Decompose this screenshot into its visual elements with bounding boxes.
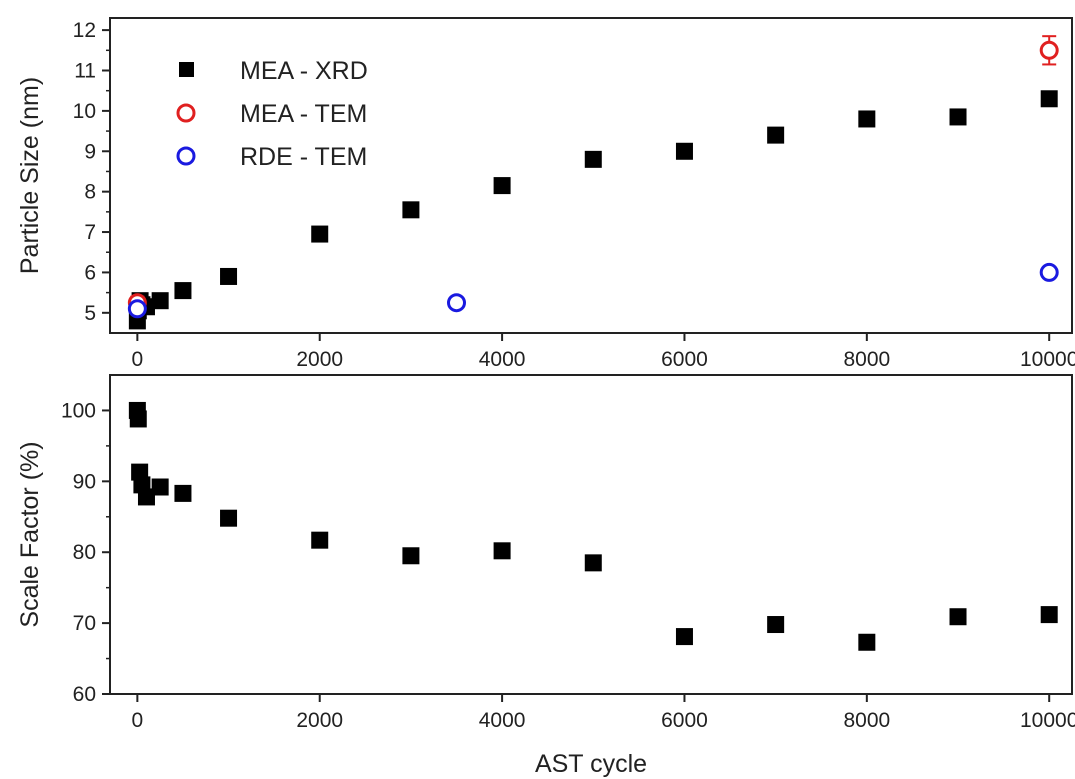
scale-factor-point-data — [129, 410, 147, 428]
scale-factor-point-data — [858, 633, 876, 651]
particle-size-y-tick-label: 10 — [73, 100, 96, 123]
legend-entry-rde-tem: RDE - TEM — [176, 143, 367, 171]
scale-factor-x-tick-label: 10000 — [1020, 709, 1075, 732]
scale-factor-point-data — [151, 478, 169, 496]
scale-factor-x-tick-label: 2000 — [296, 709, 343, 732]
particle-size-point-mea-xrd — [311, 225, 329, 243]
particle-size-y-tick-label: 6 — [84, 261, 96, 284]
scale-factor-y-tick-label: 60 — [73, 683, 96, 706]
particle-size-x-tick-label: 6000 — [661, 348, 708, 371]
particle-size-point-rde-tem — [447, 293, 467, 313]
particle-size-point-rde-tem — [127, 299, 147, 319]
legend: MEA - XRD MEA - TEM RDE - TEM — [176, 57, 368, 171]
scale-factor-panel: 0 2000 4000 6000 8000 10000 60 70 80 90 100 — [61, 374, 1075, 732]
scale-factor-point-data — [137, 488, 155, 506]
scale-factor-x-tick-label: 0 — [132, 709, 144, 732]
particle-size-point-mea-xrd — [767, 126, 785, 144]
scale-factor-y-tick-label: 70 — [73, 612, 96, 635]
legend-entry-mea-xrd: MEA - XRD — [179, 57, 368, 85]
particle-size-x-tick-label: 8000 — [843, 348, 890, 371]
x-axis-title: AST cycle — [535, 750, 647, 778]
legend-entry-mea-tem: MEA - TEM — [176, 100, 367, 128]
scale-factor-y-axis-title: Scale Factor (%) — [16, 441, 44, 627]
scale-factor-point-data — [493, 542, 511, 560]
scale-factor-point-data — [311, 531, 329, 549]
particle-size-y-tick-label: 7 — [84, 221, 96, 244]
particle-size-point-rde-tem — [1039, 262, 1059, 282]
particle-size-panel: 0 2000 4000 6000 8000 10000 5 6 7 8 9 10 11 12 — [73, 17, 1075, 371]
particle-size-point-mea-xrd — [1040, 90, 1058, 108]
legend-label-mea-tem: MEA - TEM — [240, 100, 367, 128]
legend-marker-rde-tem — [176, 146, 196, 166]
particle-size-y-tick-label: 11 — [74, 60, 96, 83]
particle-size-point-mea-tem — [1039, 40, 1059, 60]
scale-factor-point-data — [220, 509, 238, 527]
particle-size-y-tick-label: 9 — [84, 140, 96, 163]
scale-factor-y-tick-label: 90 — [73, 470, 96, 493]
scale-factor-point-data — [949, 608, 967, 626]
particle-size-point-mea-xrd — [402, 201, 420, 219]
particle-size-y-tick-label: 8 — [84, 181, 96, 204]
particle-size-x-tick-label: 0 — [132, 348, 144, 371]
legend-label-rde-tem: RDE - TEM — [240, 143, 367, 171]
scale-factor-point-data — [584, 554, 602, 572]
particle-size-point-mea-xrd — [584, 150, 602, 168]
scale-factor-point-data — [174, 484, 192, 502]
particle-size-point-mea-xrd — [675, 142, 693, 160]
scale-factor-point-data — [675, 628, 693, 646]
particle-size-point-mea-xrd — [151, 292, 169, 310]
particle-size-point-mea-xrd — [174, 282, 192, 300]
scale-factor-y-tick-label: 100 — [61, 399, 96, 422]
legend-marker-mea-tem — [176, 103, 196, 123]
scale-factor-plot-frame — [109, 374, 1073, 695]
scale-factor-x-tick-label: 8000 — [843, 709, 890, 732]
particle-size-point-mea-xrd — [493, 177, 511, 195]
particle-size-x-tick-label: 10000 — [1020, 348, 1075, 371]
scale-factor-x-tick-label: 4000 — [479, 709, 526, 732]
particle-size-point-mea-xrd — [220, 267, 238, 285]
scale-factor-point-data — [402, 547, 420, 565]
legend-marker-mea-xrd — [179, 62, 194, 77]
scale-factor-point-data — [1040, 606, 1058, 624]
scale-factor-y-tick-label: 80 — [73, 541, 96, 564]
particle-size-x-tick-label: 4000 — [479, 348, 526, 371]
particle-size-point-mea-xrd — [858, 110, 876, 128]
scale-factor-x-tick-label: 6000 — [661, 709, 708, 732]
legend-label-mea-xrd: MEA - XRD — [240, 57, 368, 85]
scale-factor-point-data — [767, 616, 785, 634]
particle-size-point-mea-xrd — [949, 108, 967, 126]
particle-size-plot-frame — [109, 17, 1073, 334]
particle-size-y-tick-label: 5 — [84, 302, 96, 325]
particle-size-y-axis-title: Particle Size (nm) — [16, 77, 44, 274]
particle-size-y-tick-label: 12 — [73, 19, 96, 42]
particle-size-x-tick-label: 2000 — [296, 348, 343, 371]
scale-factor-point-data — [131, 463, 149, 481]
